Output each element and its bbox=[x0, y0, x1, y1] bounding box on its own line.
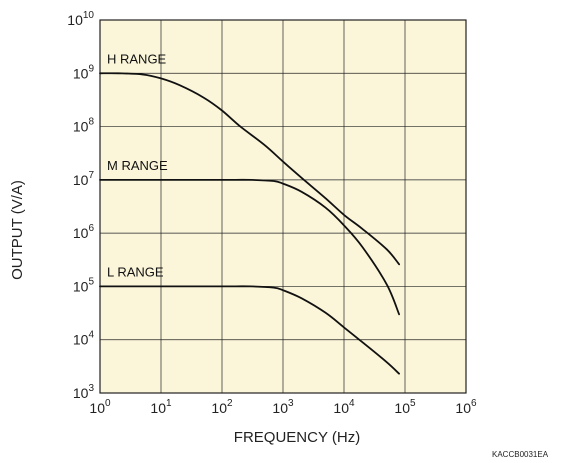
y-tick-label: 108 bbox=[73, 117, 95, 135]
x-axis-tick-labels: 100 101 102 103 104 105 106 bbox=[89, 398, 477, 416]
y-axis-tick-labels: 103 104 105 106 107 108 109 1010 bbox=[67, 10, 94, 401]
series-lines bbox=[99, 72, 400, 375]
y-tick-label: 1010 bbox=[67, 10, 94, 28]
y-tick-label: 107 bbox=[73, 170, 95, 188]
series-label-1: H RANGE bbox=[107, 51, 167, 66]
figure-code: KACCB0031EA bbox=[492, 450, 549, 459]
x-tick-label: 106 bbox=[455, 398, 477, 416]
y-tick-label: 103 bbox=[73, 383, 95, 401]
x-tick-label: 102 bbox=[211, 398, 233, 416]
y-tick-label: 109 bbox=[73, 63, 95, 81]
series-line-1 bbox=[99, 72, 400, 266]
series-line-2 bbox=[99, 178, 400, 316]
series-label-2: M RANGE bbox=[107, 158, 168, 173]
y-tick-label: 106 bbox=[73, 223, 95, 241]
series-labels: H RANGE M RANGE L RANGE bbox=[107, 51, 168, 279]
x-tick-label: 103 bbox=[272, 398, 294, 416]
x-tick-label: 104 bbox=[333, 398, 355, 416]
series-label-3: L RANGE bbox=[107, 264, 164, 279]
x-tick-label: 101 bbox=[150, 398, 172, 416]
y-axis-title: OUTPUT (V/A) bbox=[9, 180, 26, 280]
x-tick-label: 105 bbox=[394, 398, 416, 416]
y-tick-label: 105 bbox=[73, 276, 95, 294]
series-line-3 bbox=[99, 285, 400, 375]
y-tick-label: 104 bbox=[73, 330, 95, 348]
x-axis-title: FREQUENCY (Hz) bbox=[234, 429, 360, 446]
x-tick-label: 100 bbox=[89, 398, 111, 416]
